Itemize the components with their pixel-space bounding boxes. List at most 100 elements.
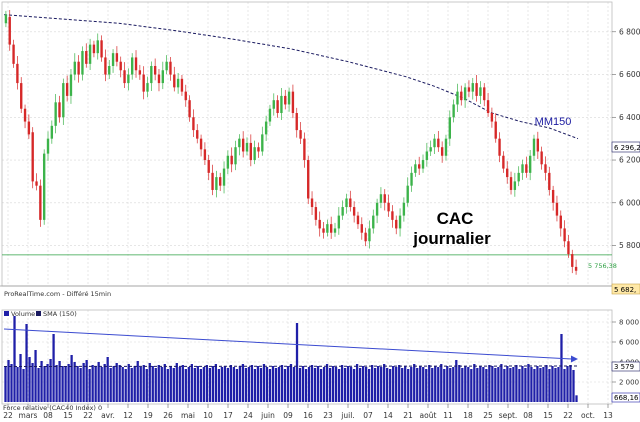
volume-tick-label: 6 000 (619, 339, 639, 347)
candle-body (387, 202, 390, 212)
volume-bar (13, 316, 16, 402)
candle-body (253, 147, 256, 161)
candle-body (188, 100, 191, 118)
volume-bar (542, 367, 545, 402)
annotation-mm150: MM150 (535, 116, 572, 128)
volume-bar (557, 367, 560, 402)
candle-body (27, 121, 31, 135)
volume-bar (70, 355, 73, 402)
candle-body (226, 155, 230, 169)
volume-bar (389, 369, 392, 402)
candle-body (479, 87, 482, 96)
force-relative-label: Force relative (CAC40 Index) 0 (3, 404, 102, 412)
volume-bar (28, 357, 31, 402)
price-tick-label: 6 200 (619, 156, 640, 165)
volume-bar (464, 366, 467, 402)
volume-bar (139, 367, 142, 402)
volume-bar (515, 365, 518, 402)
candle-body (192, 117, 195, 131)
volume-bar (247, 367, 251, 402)
volume-bar (238, 366, 242, 402)
volume-bar (214, 364, 218, 402)
volume-bar (413, 364, 416, 402)
volume-bar (241, 364, 245, 402)
volume-bar (524, 368, 527, 402)
candle-body (467, 87, 471, 92)
candle-body (272, 100, 275, 109)
ma-value-tag-text: 6 296,2 (614, 144, 640, 152)
volume-bar (97, 362, 100, 402)
x-tick-label: 19 (143, 411, 153, 420)
volume-bar (133, 366, 136, 402)
volume-bar (440, 364, 443, 402)
volume-bar (124, 369, 127, 402)
candle-body (176, 78, 180, 88)
candle-body (268, 108, 272, 122)
volume-sma-line (3, 365, 579, 367)
volume-bar (49, 359, 52, 402)
candle-body (452, 104, 455, 118)
candle-body (563, 228, 566, 242)
volume-bar (292, 367, 296, 402)
volume-bar (193, 368, 196, 402)
candle-body (398, 215, 402, 229)
source-label: ProRealTime.com - Différé 15min (4, 290, 111, 298)
candle-body (203, 149, 207, 161)
candle-body (444, 138, 448, 156)
candle-body (222, 168, 226, 186)
volume-bar (58, 361, 61, 402)
volume-bar (334, 367, 338, 402)
x-tick-label: 17 (223, 411, 233, 420)
candle-body (433, 138, 436, 148)
volume-bar (322, 367, 326, 402)
volume-bar (575, 395, 578, 402)
x-axis: 22 mars 08 15 22 avr. 12 19 26 mai 10 17 24 juin 09 16 2… (3, 404, 613, 420)
volume-sma-tag-text: 3 579 (614, 363, 634, 371)
price-axis: 5 800 6 000 6 200 6 400 6 600 6 800 (612, 27, 640, 250)
x-tick-label: 26 (163, 411, 173, 420)
volume-bar (527, 364, 530, 402)
price-tick-label: 6 800 (619, 27, 640, 36)
candle-body (65, 83, 69, 96)
candle-body (62, 83, 65, 118)
volume-bar (31, 363, 34, 402)
volume-bar (64, 367, 67, 402)
volume-bar (94, 366, 97, 402)
candle-body (169, 61, 172, 75)
candle-body (35, 181, 38, 186)
candle-body (326, 224, 329, 233)
volume-bar (395, 367, 398, 402)
volume-bar (298, 368, 302, 402)
volume-bar (461, 368, 464, 402)
candle-body (555, 202, 559, 216)
volume-bar (295, 323, 299, 402)
candle-body (12, 44, 15, 64)
volume-bar (473, 364, 476, 402)
support-label: 5 756,38 (588, 262, 617, 270)
volume-bar (262, 364, 266, 402)
volume-bar (79, 368, 82, 402)
volume-bar (283, 369, 287, 402)
volume-bar (175, 363, 178, 402)
candle-body (337, 215, 341, 229)
volume-bar (398, 365, 401, 402)
x-tick-label: 15 (63, 411, 73, 420)
candle-body (425, 151, 429, 161)
volume-bar (380, 367, 383, 402)
candle-body (532, 138, 536, 156)
volume-tick-label: 8 000 (619, 319, 639, 327)
candle-body (460, 91, 463, 101)
volume-bar (169, 366, 172, 402)
volume-bar (211, 366, 215, 402)
volume-bar (271, 366, 275, 402)
volume-bar (560, 334, 563, 402)
price-tick-label: 6 400 (619, 113, 640, 122)
volume-bar (118, 365, 121, 402)
candle-body (207, 160, 210, 173)
candle-body (471, 83, 474, 92)
volume-bar (392, 366, 395, 402)
candle-body (349, 198, 352, 208)
volume-bar (163, 364, 166, 402)
volume-bar (455, 360, 458, 402)
